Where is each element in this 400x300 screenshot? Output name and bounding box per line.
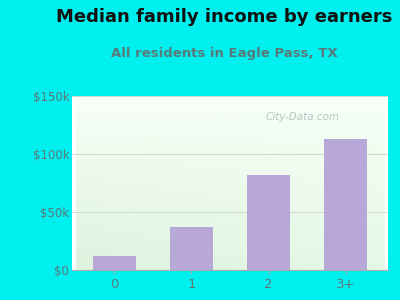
Bar — [93, 256, 136, 270]
Bar — [324, 139, 367, 270]
Bar — [247, 175, 290, 270]
Text: Median family income by earners: Median family income by earners — [56, 8, 392, 26]
Bar — [170, 227, 213, 270]
Text: All residents in Eagle Pass, TX: All residents in Eagle Pass, TX — [111, 46, 337, 59]
Text: City-Data.com: City-Data.com — [266, 112, 340, 122]
